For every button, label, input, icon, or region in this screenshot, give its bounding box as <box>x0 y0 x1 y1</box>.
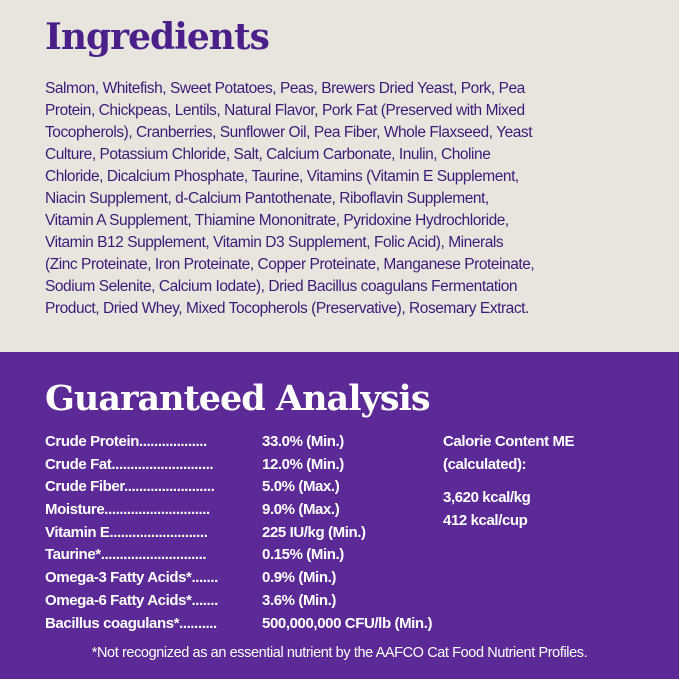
nutrient-label: Crude Fat........................... <box>45 455 214 473</box>
ingredients-line: Vitamin B12 Supplement, Vitamin D3 Suppl… <box>45 234 504 251</box>
ingredients-list: Salmon, Whitefish, Sweet Potatoes, Peas,… <box>45 78 535 320</box>
nutrient-label: Moisture............................ <box>45 501 210 519</box>
ingredients-section: Ingredients Salmon, Whitefish, Sweet Pot… <box>45 16 535 320</box>
ingredients-line: Salmon, Whitefish, Sweet Potatoes, Peas,… <box>45 80 525 97</box>
ingredients-line: Niacin Supplement, d-Calcium Pantothenat… <box>45 190 489 207</box>
calorie-per-cup: 412 kcal/cup <box>443 512 528 530</box>
nutrient-value: 9.0% (Max.) <box>262 501 340 519</box>
ingredients-line: Culture, Potassium Chloride, Salt, Calci… <box>45 146 491 163</box>
ingredients-title: Ingredients <box>45 16 270 58</box>
nutrient-value: 3.6% (Min.) <box>262 591 336 609</box>
nutrient-value: 0.9% (Min.) <box>262 569 336 587</box>
nutrient-label: Vitamin E.......................... <box>45 523 208 541</box>
nutrient-value: 12.0% (Min.) <box>262 455 344 473</box>
analysis-row: Moisture............................ 9.0%… <box>45 499 340 522</box>
nutrient-value: 500,000,000 CFU/lb (Min.) <box>262 614 433 632</box>
analysis-title: Guaranteed Analysis <box>45 378 431 419</box>
analysis-table: Crude Protein.................. 33.0% (Mi… <box>45 431 432 636</box>
nutrient-label: Taurine*............................ <box>45 546 207 564</box>
ingredients-line: Protein, Chickpeas, Lentils, Natural Fla… <box>45 102 525 119</box>
analysis-row: Bacillus coagulans*.......... 500,000,000… <box>45 613 432 636</box>
nutrient-label: Crude Fiber........................ <box>45 478 215 496</box>
ingredients-line: Vitamin A Supplement, Thiamine Mononitra… <box>45 212 509 229</box>
analysis-row: Vitamin E.......................... 225 I… <box>45 522 366 545</box>
ingredients-line: Product, Dried Whey, Mixed Tocopherols (… <box>45 300 529 317</box>
analysis-row: Omega-3 Fatty Acids*....... 0.9% (Min.) <box>45 567 336 590</box>
calorie-content: Calorie Content ME (calculated): 3,620 k… <box>443 431 575 533</box>
ingredients-line: Sodium Selenite, Calcium Iodate), Dried … <box>45 278 518 295</box>
analysis-row: Taurine*............................ 0.15… <box>45 544 344 567</box>
ingredients-line: (Zinc Proteinate, Iron Proteinate, Coppe… <box>45 256 535 273</box>
nutrient-value: 0.15% (Min.) <box>262 546 344 564</box>
nutrient-label: Omega-6 Fatty Acids*....... <box>45 591 218 609</box>
analysis-row: Crude Fiber........................ 5.0% … <box>45 476 340 499</box>
ingredients-line: Tocopherols), Cranberries, Sunflower Oil… <box>45 124 533 141</box>
calorie-subheading: (calculated): <box>443 455 527 473</box>
calorie-per-kg: 3,620 kcal/kg <box>443 489 531 507</box>
ingredients-line: Chloride, Dicalcium Phosphate, Taurine, … <box>45 168 519 185</box>
nutrient-label: Bacillus coagulans*.......... <box>45 614 217 632</box>
analysis-row: Omega-6 Fatty Acids*....... 3.6% (Min.) <box>45 590 336 613</box>
footnote: *Not recognized as an essential nutrient… <box>91 645 588 661</box>
nutrient-value: 5.0% (Max.) <box>262 478 340 496</box>
analysis-row: Crude Protein.................. 33.0% (Mi… <box>45 431 344 454</box>
calorie-heading: Calorie Content ME <box>443 433 575 450</box>
nutrient-label: Crude Protein.................. <box>45 433 207 450</box>
nutrient-value: 33.0% (Min.) <box>262 433 344 450</box>
nutrient-value: 225 IU/kg (Min.) <box>262 523 366 541</box>
guaranteed-analysis-section <box>0 352 679 679</box>
analysis-row: Crude Fat........................... 12.0… <box>45 454 344 477</box>
nutrient-label: Omega-3 Fatty Acids*....... <box>45 569 218 587</box>
